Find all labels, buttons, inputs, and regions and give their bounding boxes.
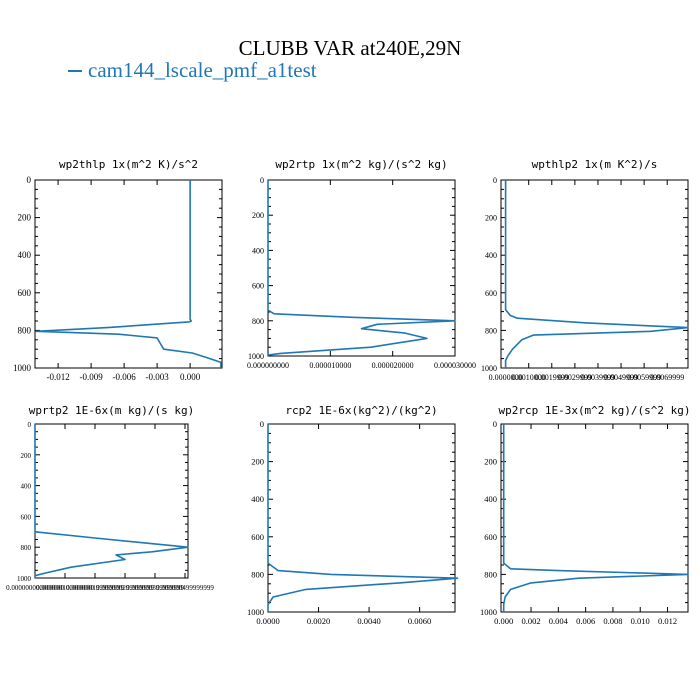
x-tick-label: 0.000000299999999	[96, 584, 154, 592]
y-tick-label: 600	[252, 282, 264, 291]
x-tick-label: 0.0019999	[535, 373, 569, 382]
series-line	[34, 424, 189, 578]
panel-title: wp2rtp 1x(m^2 kg)/(s^2 kg)	[275, 158, 447, 171]
series-line	[502, 424, 689, 612]
legend: cam144_lscale_pmf_a1test	[68, 58, 317, 83]
y-tick-label: 1000	[17, 575, 32, 583]
x-tick-label: 0.0029999	[558, 373, 592, 382]
y-tick-label: 600	[21, 513, 32, 521]
y-tick-label: 0	[27, 175, 32, 185]
x-tick-label: 0.000020000	[372, 361, 414, 370]
y-tick-label: 200	[484, 457, 497, 467]
y-tick-label: 800	[484, 569, 497, 579]
series-line	[504, 180, 689, 368]
x-tick-label: 0.0000	[256, 616, 279, 626]
panel-title: wp2rcp 1E-3x(m^2 kg)/(s^2 kg)	[498, 404, 690, 417]
y-tick-label: 400	[484, 494, 497, 504]
x-tick-label: 0.000000100000000	[36, 584, 94, 592]
panel-6: wp2rcp 1E-3x(m^2 kg)/(s^2 kg)0 200 400 600 8…	[480, 404, 691, 626]
x-tick-label: 0.0040	[357, 616, 380, 626]
y-tick-label: 600	[484, 532, 497, 542]
x-tick-label: 0.000000000000000	[6, 584, 64, 592]
series-line	[267, 424, 459, 612]
x-tick-label: 0.0049999	[604, 373, 638, 382]
y-tick-label: 1000	[480, 607, 497, 617]
y-tick-label: 800	[21, 544, 32, 552]
x-tick-label: 0.0069999	[650, 373, 684, 382]
x-tick-label: -0.012	[46, 372, 69, 382]
x-tick-label: 0.006	[576, 616, 595, 626]
legend-swatch	[68, 70, 82, 73]
x-tick-label: 0.0010000	[512, 373, 546, 382]
x-tick-label: 0.000030000	[434, 361, 476, 370]
x-tick-label: 0.000000399999999	[126, 584, 184, 592]
x-tick-label: 0.000010000	[309, 361, 351, 370]
legend-label: cam144_lscale_pmf_a1test	[88, 58, 317, 82]
plot-frame	[34, 423, 189, 579]
y-tick-label: 800	[18, 325, 32, 335]
y-tick-label: 200	[18, 213, 32, 223]
y-tick-label: 200	[485, 214, 497, 223]
panel-5: rcp2 1E-6x(kg^2)/(kg^2) 0 200 400 600 800 1000…	[247, 404, 459, 626]
plot-frame	[500, 179, 689, 369]
plot-frame	[267, 179, 456, 357]
panel-4: wprtp2 1E-6x(m kg)/(s kg) 0 200 400 600 800 10…	[6, 404, 214, 592]
x-tick-label: 0.000000499999999	[156, 584, 214, 592]
y-tick-label: 1000	[481, 364, 497, 373]
x-tick-label: 0.0059999	[627, 373, 661, 382]
x-tick-label: 0.0000000	[489, 373, 523, 382]
y-tick-label: 0	[493, 176, 497, 185]
plot-frame	[267, 423, 456, 613]
x-tick-label: -0.006	[112, 372, 136, 382]
x-tick-label: 0.000000199999999	[66, 584, 124, 592]
series-line	[267, 180, 456, 356]
y-tick-label: 200	[252, 211, 264, 220]
panel-title: rcp2 1E-6x(kg^2)/(kg^2)	[285, 404, 437, 417]
y-tick-label: 0	[28, 421, 32, 429]
y-tick-label: 200	[21, 452, 32, 460]
x-tick-label: 0.002	[521, 616, 540, 626]
y-tick-label: 0	[260, 419, 264, 429]
x-tick-label: 0.0039999	[581, 373, 615, 382]
panel-2: wp2rtp 1x(m^2 kg)/(s^2 kg) 0 200 400 600 800 1…	[247, 158, 476, 370]
x-tick-label: 0.008	[603, 616, 622, 626]
y-tick-label: 400	[18, 250, 32, 260]
y-tick-label: 200	[251, 457, 264, 467]
y-tick-label: 800	[251, 569, 264, 579]
x-tick-label: 0.0020	[307, 616, 330, 626]
y-tick-label: 400	[21, 483, 32, 491]
y-tick-label: 400	[252, 246, 264, 255]
panel-title: wprtp2 1E-6x(m kg)/(s kg)	[29, 404, 195, 417]
y-tick-label: 1000	[248, 352, 264, 361]
panel-3: wpthlp2 1x(m K^2)/s020040060080010000.00…	[481, 158, 689, 382]
panel-title: wpthlp2 1x(m K^2)/s	[532, 158, 658, 171]
y-tick-label: 600	[485, 289, 497, 298]
x-tick-label: -0.003	[145, 372, 169, 382]
y-tick-label: 400	[251, 494, 264, 504]
panel-1: wp2thlp 1x(m^2 K)/s^2 0 200 400 600 800 1000 -0…	[13, 158, 223, 382]
y-tick-label: 600	[18, 288, 32, 298]
y-tick-label: 1000	[13, 363, 32, 373]
x-tick-label: 0.000	[494, 616, 513, 626]
y-tick-label: 800	[252, 317, 264, 326]
x-tick-label: 0.000	[180, 372, 201, 382]
x-tick-label: 0.0060	[408, 616, 431, 626]
series-line	[35, 180, 222, 368]
y-tick-label: 0	[493, 419, 497, 429]
plot-frame	[34, 179, 223, 369]
y-tick-label: 0	[260, 176, 264, 185]
y-tick-label: 400	[485, 251, 497, 260]
y-tick-label: 800	[485, 326, 497, 335]
y-tick-label: 1000	[247, 607, 264, 617]
x-tick-label: 0.000000000	[247, 361, 289, 370]
page-title: CLUBB VAR at240E,29N	[238, 36, 462, 60]
y-tick-label: 600	[251, 532, 264, 542]
x-tick-label: 0.012	[658, 616, 677, 626]
x-tick-label: 0.010	[631, 616, 650, 626]
x-tick-label: 0.004	[549, 616, 569, 626]
panel-title: wp2thlp 1x(m^2 K)/s^2	[59, 158, 198, 171]
x-tick-label: -0.009	[79, 372, 103, 382]
